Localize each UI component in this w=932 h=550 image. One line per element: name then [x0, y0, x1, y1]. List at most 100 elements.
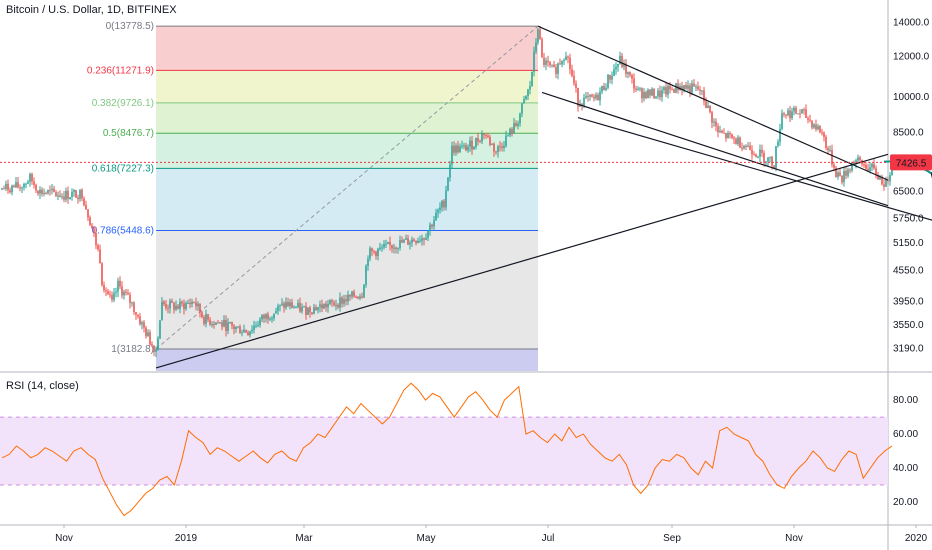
candle-body [535, 42, 537, 52]
candle-body [3, 188, 5, 190]
candle-body [139, 316, 141, 325]
candle-body [207, 314, 209, 320]
candle-body [211, 324, 213, 326]
candle-body [143, 322, 145, 328]
candle-body [17, 182, 19, 188]
price-tick-2: 10000.0 [893, 92, 930, 103]
price-tick-7: 5150.0 [893, 238, 924, 249]
candle-body [451, 145, 453, 165]
candle-body [841, 175, 843, 183]
time-tick-4: Jul [542, 533, 555, 544]
candle-body [653, 88, 655, 98]
candle-body [77, 197, 79, 200]
candle-body [295, 307, 297, 309]
candle-body [435, 212, 437, 221]
candle-body [599, 91, 601, 101]
candle-body [883, 184, 885, 187]
candle-body [79, 189, 81, 200]
candle-body [9, 190, 11, 193]
candle-body [845, 171, 847, 176]
candle-body [561, 61, 563, 65]
candle-body [667, 85, 669, 95]
candle-body [149, 332, 151, 345]
candle-body [749, 145, 751, 150]
candle-body [731, 134, 733, 138]
candle-body [353, 291, 355, 297]
candle-body [323, 303, 325, 309]
candle-body [529, 86, 531, 90]
candle-body [867, 168, 869, 172]
candle-body [151, 344, 153, 346]
candle-body [665, 87, 667, 95]
candle-body [47, 190, 49, 194]
candle-body [709, 105, 711, 113]
candle-body [217, 322, 219, 324]
candle-body [173, 302, 175, 310]
candle-body [789, 110, 791, 119]
candle-body [21, 187, 23, 189]
candle-body [357, 296, 359, 299]
candle-body [645, 92, 647, 99]
candle-body [855, 160, 857, 163]
candle-body [57, 195, 59, 197]
candle-body [785, 114, 787, 116]
candle-body [859, 157, 861, 161]
candle-body [343, 299, 345, 304]
candle-body [737, 137, 739, 144]
candle-body [215, 322, 217, 326]
candle-body [41, 189, 43, 194]
candle-body [105, 290, 107, 292]
candle-body [833, 164, 835, 168]
candle-body [721, 130, 723, 133]
candle-body [463, 145, 465, 147]
candle-body [743, 145, 745, 149]
candle-body [145, 327, 147, 337]
candle-body [371, 248, 373, 252]
candle-body [67, 190, 69, 199]
candle-body [563, 60, 565, 62]
candle-body [771, 156, 773, 166]
candle-body [169, 300, 171, 309]
candle-body [823, 132, 825, 137]
candle-body [397, 248, 399, 250]
candle-body [303, 306, 305, 308]
candle-body [311, 312, 313, 314]
candle-body [417, 240, 419, 244]
candle-body [583, 97, 585, 107]
candle-body [201, 312, 203, 318]
candle-body [643, 92, 645, 99]
rsi-title: RSI (14, close) [6, 380, 79, 392]
candle-body [427, 230, 429, 238]
candle-body [317, 307, 319, 311]
candle-body [327, 304, 329, 308]
candle-body [683, 85, 685, 91]
price-tick-1: 12000.0 [893, 52, 930, 63]
candle-body [287, 302, 289, 307]
candle-body [391, 244, 393, 249]
candle-body [19, 187, 21, 189]
candle-body [707, 105, 709, 109]
candle-body [839, 172, 841, 176]
candle-body [715, 121, 717, 127]
candle-body [147, 332, 149, 337]
time-tick-1: 2019 [175, 533, 198, 544]
candle-body [401, 240, 403, 243]
candle-body [669, 85, 671, 90]
fib-label-5: 0.786(5448.6) [92, 226, 154, 237]
candle-body [697, 86, 699, 90]
fib-label-0: 0(13778.5) [106, 21, 154, 32]
candle-body [835, 167, 837, 177]
fib-trend-line [155, 25, 539, 350]
candle-body [801, 109, 803, 114]
candle-body [239, 326, 241, 334]
candle-body [131, 302, 133, 304]
candle-body [725, 133, 727, 139]
candle-body [649, 89, 651, 96]
rsi-tick-2: 40.00 [893, 463, 918, 474]
candle-body [93, 228, 95, 233]
candle-body [305, 306, 307, 315]
candle-body [767, 157, 769, 162]
candle-body [11, 185, 13, 193]
time-tick-7: 2020 [905, 533, 928, 544]
candle-body [267, 314, 269, 320]
